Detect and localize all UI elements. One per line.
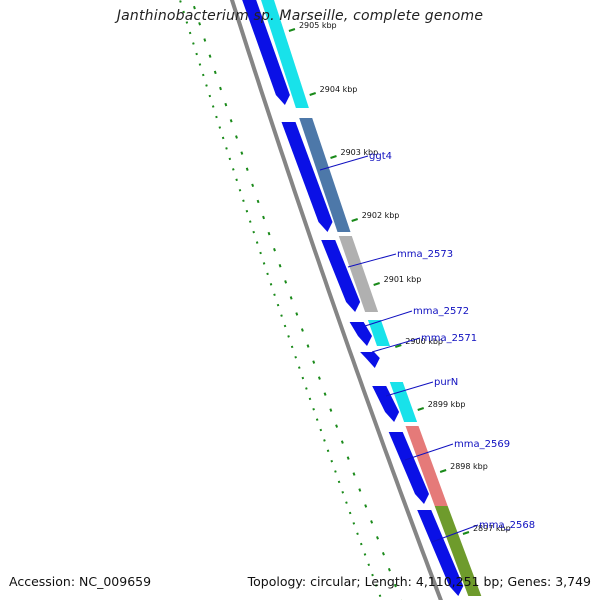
- topology-summary-text: Topology: circular; Length: 4,110,251 bp…: [247, 574, 591, 589]
- function-band-6: [405, 426, 448, 506]
- cds-arrow-3: [321, 240, 361, 312]
- genome-title: Janthinobacterium sp. Marseille, complet…: [116, 8, 484, 24]
- tick-label: 2905 kbp: [299, 21, 337, 30]
- gene-label: mma_2568: [479, 520, 535, 531]
- gc-skew-track-inner: [190, 0, 404, 604]
- gene-label-leader: [404, 443, 454, 461]
- cds-arrow-7: [388, 432, 429, 504]
- tick-mark: [351, 218, 359, 222]
- tick-mark: [394, 344, 402, 348]
- cds-arrow-6: [372, 386, 400, 422]
- tick-mark: [373, 282, 380, 286]
- tick-mark: [417, 407, 425, 411]
- tick-mark: [288, 28, 296, 32]
- cds-arrow-4: [349, 322, 372, 346]
- tick-label: 2902 kbp: [362, 211, 400, 220]
- cds-arrow-1: [242, 0, 290, 105]
- function-band-3: [338, 236, 379, 312]
- tick-mark: [439, 469, 447, 473]
- cds-arrow-2: [281, 122, 333, 232]
- gene-label-leader: [347, 253, 397, 268]
- tick-label: 2903 kbp: [340, 148, 378, 157]
- gene-label-leader: [319, 155, 369, 171]
- gene-label: purN: [434, 377, 458, 388]
- cds-arrow-8: [417, 510, 464, 596]
- function-band-7: [434, 506, 482, 596]
- gene-label-leader: [431, 524, 479, 543]
- tick-label: 2898 kbp: [450, 462, 488, 471]
- gene-label: mma_2569: [454, 439, 510, 450]
- gene-label: mma_2571: [421, 333, 477, 344]
- tick-label: 2904 kbp: [320, 85, 358, 94]
- tick-label: 2899 kbp: [428, 400, 466, 409]
- genome-backbone: [229, 0, 445, 604]
- gene-label: mma_2573: [397, 249, 453, 260]
- tick-mark: [330, 155, 337, 159]
- tick-label: 2897 kbp: [473, 524, 511, 533]
- gene-label-leader: [385, 381, 434, 397]
- tick-mark: [462, 531, 470, 535]
- tick-mark: [309, 92, 316, 96]
- tick-label: 2900 kbp: [405, 337, 443, 346]
- accession-text: Accession: NC_009659: [9, 574, 152, 589]
- function-band-5: [389, 382, 418, 422]
- tick-label: 2901 kbp: [384, 275, 422, 284]
- gene-label-leader: [364, 310, 413, 327]
- gene-label: mma_2572: [413, 306, 469, 317]
- cds-arrow-5: [360, 352, 380, 368]
- function-band-4: [367, 320, 390, 346]
- function-band-2: [299, 118, 351, 232]
- gene-label-leader: [371, 337, 421, 353]
- gene-label: ggt4: [369, 151, 392, 162]
- function-band-1: [261, 0, 309, 108]
